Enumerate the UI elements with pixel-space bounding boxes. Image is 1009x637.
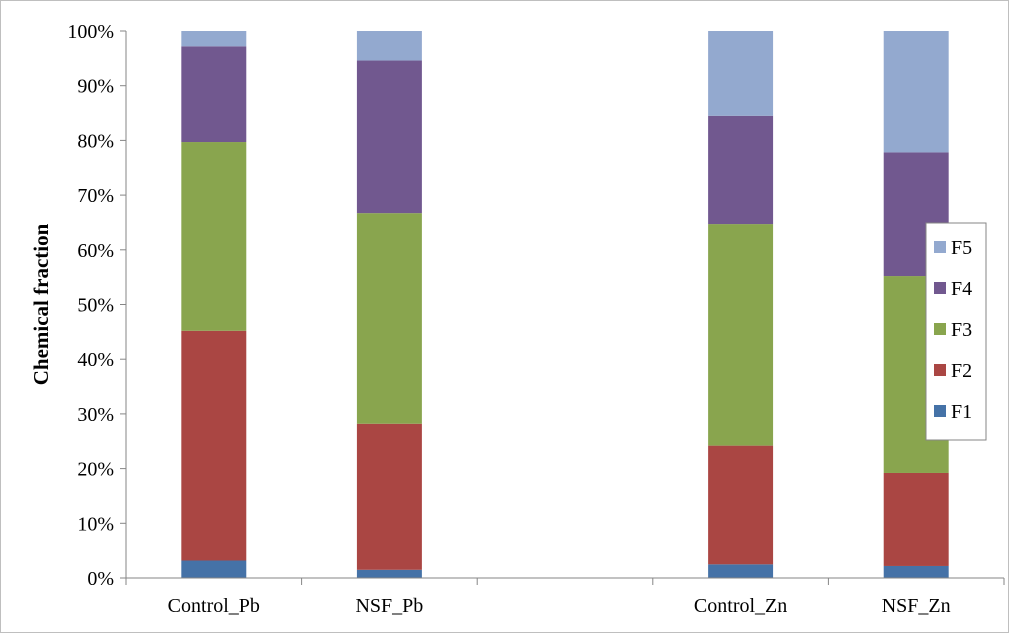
y-tick-label: 70% — [77, 185, 114, 207]
legend-swatch-f2 — [934, 364, 946, 376]
x-category-label: NSF_Zn — [882, 595, 951, 617]
bar-segment-f2 — [356, 423, 422, 570]
bar-segment-f2 — [181, 330, 247, 561]
y-axis-title: Chemical fraction — [29, 223, 53, 385]
x-category-label: NSF_Pb — [355, 595, 423, 617]
bar-segment-f1 — [181, 560, 247, 578]
x-ticks-group: Control_Pb NSF_Pb Control_Zn NSF_Zn — [125, 578, 1005, 617]
bar-segment-f1 — [356, 569, 422, 578]
bar-segment-f4 — [708, 115, 774, 225]
x-category-label: Control_Zn — [694, 595, 787, 617]
legend-swatch-f5 — [934, 241, 946, 253]
bar-segment-f1 — [883, 565, 949, 578]
y-ticks-group: 0% 10% 20% 30% 40% 50% 60% 70% 80% 90% 100% — [67, 21, 126, 590]
y-tick-label: 0% — [87, 568, 114, 590]
bar-segment-f4 — [356, 60, 422, 214]
y-tick-label: 100% — [67, 21, 114, 43]
y-tick-label: 40% — [77, 349, 114, 371]
y-tick-label: 20% — [77, 459, 114, 481]
bar-segment-f5 — [181, 31, 247, 47]
y-tick-label: 10% — [77, 513, 114, 535]
bar-segment-f5 — [708, 31, 774, 116]
legend-label-f1: F1 — [951, 401, 972, 423]
x-category-label: Control_Pb — [168, 595, 260, 617]
legend-label-f4: F4 — [951, 278, 972, 300]
bar-segment-f2 — [708, 445, 774, 565]
legend-swatch-f4 — [934, 282, 946, 294]
bar-segment-f5 — [883, 31, 949, 153]
bar-segment-f2 — [883, 472, 949, 566]
bar-segment-f3 — [181, 142, 247, 331]
legend-label-f3: F3 — [951, 319, 972, 341]
legend-label-f5: F5 — [951, 237, 972, 259]
legend: F5 F4 F3 F2 F1 — [925, 222, 987, 441]
axes-group — [125, 31, 1004, 579]
y-tick-label: 60% — [77, 240, 114, 262]
bar-segment-f3 — [708, 224, 774, 446]
y-tick-label: 50% — [77, 295, 114, 317]
legend-label-f2: F2 — [951, 360, 972, 382]
bars-group — [181, 31, 949, 578]
bar-segment-f4 — [181, 46, 247, 143]
bar-segment-f5 — [356, 31, 422, 61]
y-tick-label: 80% — [77, 130, 114, 152]
y-tick-label: 90% — [77, 76, 114, 98]
bar-segment-f3 — [356, 213, 422, 424]
bar-segment-f1 — [708, 564, 774, 578]
legend-swatch-f3 — [934, 323, 946, 335]
y-tick-label: 30% — [77, 404, 114, 426]
legend-swatch-f1 — [934, 405, 946, 417]
